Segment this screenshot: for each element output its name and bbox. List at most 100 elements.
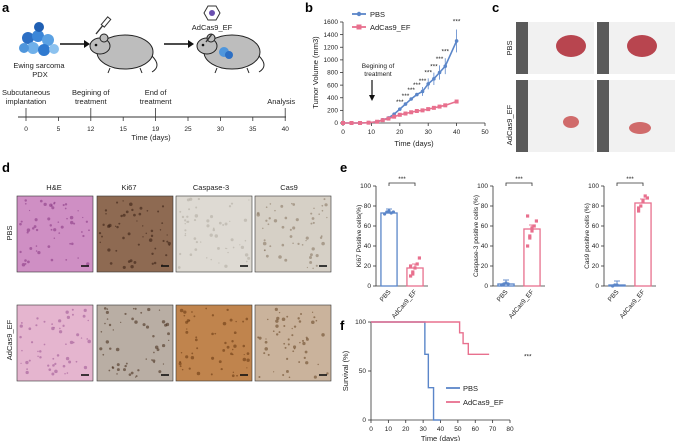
cell-dot (293, 347, 296, 350)
cell-dot (161, 320, 166, 324)
virus-icon (203, 5, 221, 21)
cell-dot (218, 221, 222, 225)
y-axis-label: Caspase-3 positive cells (%) (473, 195, 480, 277)
cell-dot (148, 238, 153, 242)
data-point (409, 274, 413, 278)
caspase3-pbs-image (175, 195, 253, 273)
data-point (403, 111, 408, 116)
cell-dot (313, 207, 315, 210)
cell-dot (153, 351, 155, 354)
cell-dot (30, 341, 34, 344)
cell-dot (193, 315, 196, 318)
cell-dot (165, 254, 168, 257)
data-point (431, 105, 436, 110)
cell-dot (122, 213, 126, 217)
cell-dot (29, 247, 33, 250)
cell-dot (135, 376, 137, 378)
timeline-tick-label: 12 (87, 126, 95, 133)
cell-dot (99, 347, 103, 351)
cell-dot (245, 317, 249, 321)
cell-dot (299, 341, 301, 344)
y-tick-label: 1400 (324, 32, 339, 39)
x-tick-label: 30 (420, 426, 428, 433)
significance-stars: *** (413, 82, 421, 89)
cell-dot (106, 308, 109, 310)
cell-dot (153, 361, 155, 364)
cell-dot (292, 203, 296, 206)
cell-dot (286, 370, 289, 373)
cell-dot (69, 215, 74, 220)
y-tick-label: 20 (364, 263, 372, 270)
cell-dot (86, 262, 90, 266)
cell-dot (321, 209, 324, 212)
ki67-bar-chart: 0 20 40 60 80 100 Ki67 Positive cells(%) PBSAdC… (356, 176, 428, 320)
cell-dot (292, 345, 297, 349)
data-point (414, 109, 419, 114)
data-point (526, 244, 530, 248)
cell-dot (258, 375, 261, 378)
significance-stars: *** (515, 176, 523, 183)
cell-dot (35, 324, 38, 327)
x-tick-label: 40 (437, 426, 445, 433)
cell-dot (122, 200, 124, 202)
cell-dot (230, 202, 234, 205)
cell-dot (209, 233, 213, 237)
cell-dot (224, 247, 227, 249)
cell-dot (188, 319, 191, 322)
data-point (534, 219, 538, 223)
cell-dot (39, 350, 42, 353)
cell-dot (321, 241, 325, 246)
cell-dot (206, 219, 210, 223)
y-tick-label: 80 (481, 203, 489, 210)
cell-dot (103, 307, 107, 310)
data-point (392, 114, 397, 119)
cell-dot (311, 217, 315, 220)
cell-dot (164, 323, 168, 327)
bar (380, 212, 398, 287)
cell-dot (191, 352, 194, 355)
cell-dot (186, 328, 188, 330)
cell-dot (25, 370, 29, 375)
survival-chart: 0 50 100 0 10 20 30 40 50 60 70 80 Time (days) Surviv… (341, 319, 532, 443)
cell-dot (181, 368, 184, 371)
data-point (387, 209, 391, 213)
cell-dot (47, 217, 51, 221)
cell-dot (197, 197, 201, 201)
cell-dot (26, 228, 31, 232)
cell-dot (25, 360, 29, 365)
event-label: treatment (140, 97, 173, 106)
cell-dot (82, 216, 84, 219)
cell-dot (125, 362, 128, 365)
timeline-tick-label: 40 (282, 126, 290, 133)
timeline-xlabel: Time (days) (131, 133, 171, 142)
significance-stars: *** (453, 19, 461, 26)
cell-dot (53, 202, 56, 205)
cell-dot (83, 365, 88, 370)
cell-dot (301, 244, 304, 246)
cell-dot (130, 265, 134, 269)
data-point (409, 264, 413, 268)
cell-dot (206, 257, 208, 259)
cell-dot (242, 320, 245, 323)
cell-dot (232, 353, 234, 356)
cas9-bar-chart: 0 20 40 60 80 100 Cas9 positive cells (%) PBSAd… (584, 176, 656, 320)
cell-dot (152, 359, 156, 363)
cell-dot (59, 327, 61, 330)
cell-dot (60, 225, 64, 229)
cell-dot (226, 345, 230, 349)
cell-dot (191, 311, 193, 313)
cell-dot (124, 312, 127, 316)
cell-dot (313, 316, 316, 319)
cell-dot (124, 364, 127, 368)
cell-dot (179, 252, 182, 256)
cell-dot (200, 241, 202, 243)
cell-dot (195, 336, 198, 339)
cell-dot (245, 260, 248, 263)
cell-dot (263, 249, 266, 252)
cell-dot (122, 265, 126, 269)
cell-dot (317, 363, 319, 366)
x-tick-label: 80 (506, 426, 514, 433)
cell-dot (184, 234, 187, 237)
cell-dot (116, 363, 120, 367)
